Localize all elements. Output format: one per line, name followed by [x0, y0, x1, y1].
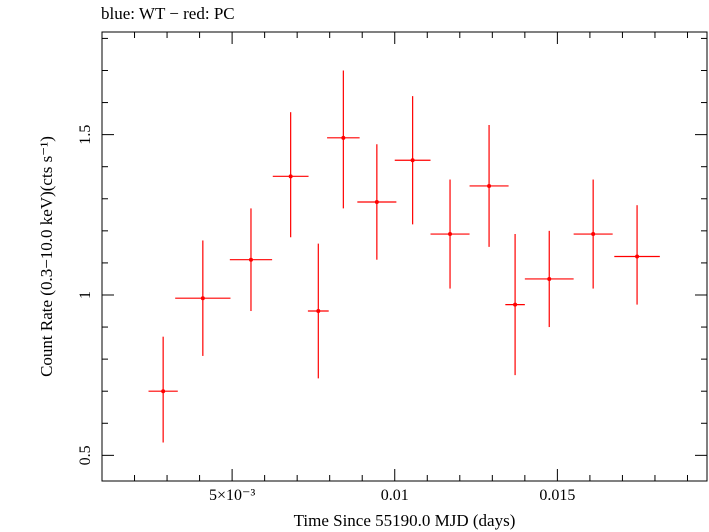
data-marker	[410, 158, 415, 163]
data-point	[573, 179, 613, 289]
data-marker	[635, 254, 640, 259]
x-axis-title: Time Since 55190.0 MJD (days)	[294, 511, 516, 530]
data-marker	[513, 302, 518, 307]
data-point	[272, 112, 309, 238]
y-tick-label: 1.5	[77, 125, 94, 145]
data-point	[357, 144, 397, 260]
data-point	[614, 205, 660, 305]
data-marker	[487, 183, 492, 188]
data-point	[394, 96, 431, 225]
chart-title: blue: WT − red: PC	[101, 4, 235, 23]
data-point	[229, 208, 273, 312]
data-point	[505, 234, 525, 376]
data-marker	[161, 389, 166, 394]
data-marker	[248, 257, 253, 262]
data-marker	[374, 199, 379, 204]
data-marker	[341, 135, 346, 140]
data-point	[430, 179, 470, 289]
y-axis-title: Count Rate (0.3−10.0 keV)(cts s⁻¹)	[37, 136, 56, 377]
x-axis: 5×10⁻³ 0.01 0.015	[134, 32, 688, 504]
y-tick-label: 1	[77, 291, 94, 299]
data-marker	[591, 232, 596, 237]
data-point	[327, 70, 360, 209]
data-point	[175, 240, 231, 356]
x-tick-label: 5×10⁻³	[209, 487, 255, 504]
data-marker	[547, 276, 552, 281]
data-point	[148, 336, 178, 443]
data-marker	[316, 309, 321, 314]
data-point	[307, 243, 329, 379]
data-point	[469, 125, 509, 247]
x-tick-label: 0.015	[539, 487, 575, 504]
y-tick-label: 0.5	[77, 445, 94, 465]
data-marker	[288, 174, 293, 179]
data-marker	[200, 296, 205, 301]
plot-frame	[101, 31, 708, 482]
data-series	[148, 70, 660, 443]
y-axis: 0.5 1 1.5	[77, 37, 707, 465]
data-marker	[448, 232, 453, 237]
data-point	[524, 230, 574, 328]
x-tick-label: 0.01	[381, 487, 409, 504]
